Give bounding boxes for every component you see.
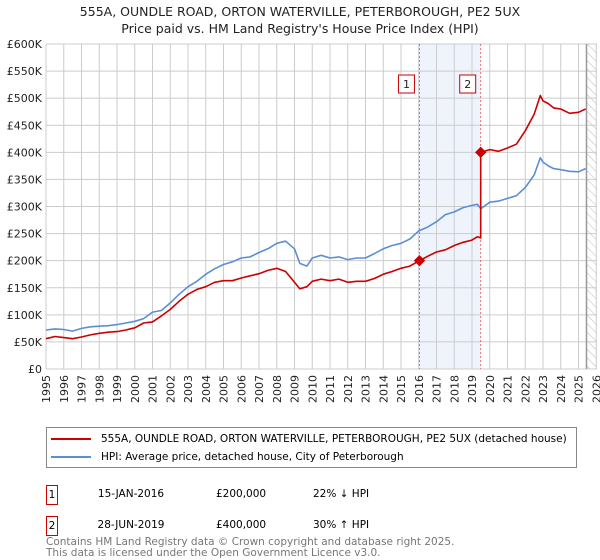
footer-licence: This data is licensed under the Open Gov… (46, 547, 381, 559)
sale-date: 15-JAN-2016 (97, 488, 165, 500)
y-tick-label: £400K (7, 146, 43, 159)
y-tick-label: £100K (7, 309, 43, 322)
y-tick-label: £300K (7, 201, 43, 214)
hpi-line (45, 157, 586, 332)
y-tick-label: £450K (7, 119, 43, 132)
x-tick-label: 2015 (395, 375, 408, 403)
sale-date: 28-JUN-2019 (97, 519, 165, 531)
chart-subtitle: Price paid vs. HM Land Registry's House … (121, 21, 479, 36)
sale-hpi-diff: 22% ↓ HPI (313, 488, 370, 500)
x-tick-label: 1997 (76, 375, 89, 403)
x-tick-label: 2003 (182, 375, 195, 403)
x-tick-label: 1996 (58, 375, 71, 403)
x-tick-label: 2001 (147, 375, 160, 403)
price-chart: 1 2 1995 1996 1997 1998 1999 2000 2001 2002 2003 2… (7, 38, 600, 403)
sale-point-marker (413, 255, 426, 267)
y-tick-label: £0 (28, 363, 42, 376)
sale-hpi-diff: 30% ↑ HPI (313, 519, 370, 531)
y-tick-label: £150K (7, 282, 43, 295)
x-tick-label: 2007 (253, 375, 266, 403)
sale-badge-label: 2 (464, 78, 471, 91)
x-tick-label: 2019 (466, 375, 479, 403)
legend-swatch-red (51, 438, 91, 440)
x-tick-label: 1998 (93, 375, 106, 403)
x-tick-label: 2025 (573, 375, 586, 403)
y-tick-label: £550K (7, 65, 43, 78)
legend-item-property: 555A, OUNDLE ROAD, ORTON WATERVILLE, PET… (51, 431, 567, 447)
footer: Contains HM Land Registry data © Crown c… (46, 537, 454, 559)
x-tick-label: 2009 (289, 375, 302, 403)
x-tick-label: 2005 (218, 375, 231, 403)
y-tick-label: £50K (14, 336, 43, 349)
x-tick-label: 1999 (111, 375, 124, 403)
y-tick-label: £600K (7, 38, 43, 51)
y-tick-label: £250K (7, 228, 43, 241)
x-tick-label: 2018 (448, 375, 461, 403)
price-paid-line (45, 94, 586, 340)
legend-label: 555A, OUNDLE ROAD, ORTON WATERVILLE, PET… (101, 433, 567, 445)
chart-title: 555A, OUNDLE ROAD, ORTON WATERVILLE, PET… (79, 4, 521, 19)
legend-label: HPI: Average price, detached house, City… (101, 451, 404, 463)
sale-badge: 2 (46, 516, 58, 536)
y-tick-label: £500K (7, 92, 43, 105)
x-tick-label: 2020 (484, 375, 497, 403)
sale-badge-label: 1 (403, 78, 410, 91)
x-tick-label: 2021 (502, 375, 515, 403)
x-tick-label: 2022 (519, 375, 532, 403)
legend-swatch-blue (51, 456, 91, 458)
x-tick-label: 2014 (377, 375, 390, 403)
sale-badge: 1 (46, 485, 58, 505)
x-tick-label: 2016 (413, 375, 426, 403)
x-tick-label: 2024 (555, 375, 568, 403)
footer-copyright: Contains HM Land Registry data © Crown c… (46, 536, 455, 548)
legend-item-hpi: HPI: Average price, detached house, City… (51, 449, 404, 465)
x-tick-label: 1995 (40, 375, 53, 403)
x-tick-label: 2026 (590, 375, 600, 403)
x-tick-label: 2000 (129, 375, 142, 403)
x-tick-label: 2023 (537, 375, 550, 403)
sale-price: £400,000 (216, 519, 267, 531)
x-tick-label: 2013 (360, 375, 373, 403)
chart-legend: 555A, OUNDLE ROAD, ORTON WATERVILLE, PET… (46, 427, 577, 468)
sale-price: £200,000 (216, 488, 267, 500)
y-tick-label: £200K (7, 255, 43, 268)
x-tick-label: 2011 (324, 375, 337, 403)
x-tick-label: 2010 (306, 375, 319, 403)
x-tick-label: 2017 (431, 375, 444, 403)
x-tick-label: 2012 (342, 375, 355, 403)
sale-point-marker (475, 146, 487, 158)
x-tick-label: 2004 (200, 375, 213, 403)
sale-badge-box (459, 74, 477, 94)
y-tick-label: £350K (7, 173, 43, 186)
x-tick-label: 2006 (235, 375, 248, 403)
x-tick-label: 2002 (164, 375, 177, 403)
x-tick-label: 2008 (271, 375, 284, 403)
sale-badge-box (397, 74, 415, 94)
